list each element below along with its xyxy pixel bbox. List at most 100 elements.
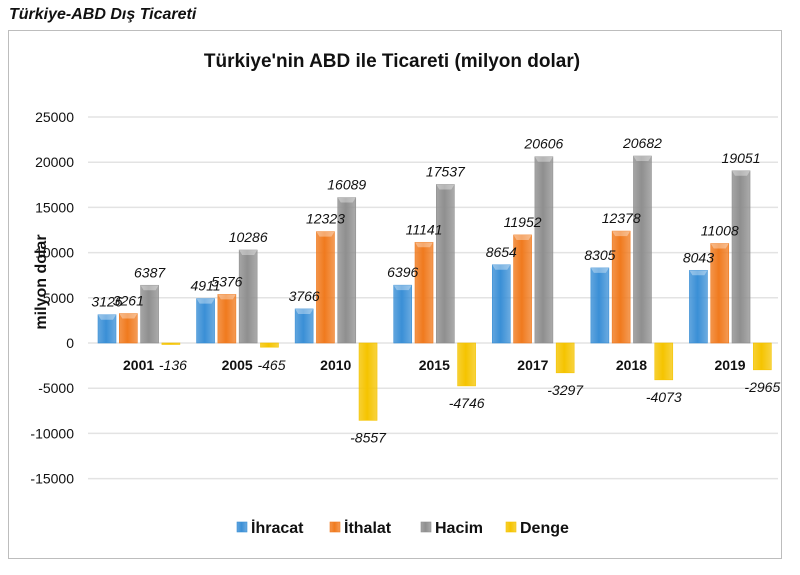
bar-hacim-2010 bbox=[337, 197, 357, 344]
data-label-hacim-2005: 10286 bbox=[229, 229, 268, 245]
bar-ihracat-2001 bbox=[97, 314, 117, 344]
legend-swatch bbox=[236, 521, 248, 533]
data-label-ihracat-2019: 8043 bbox=[683, 249, 714, 265]
data-label-denge-2010: -8557 bbox=[350, 429, 387, 445]
data-label-denge-2001: -136 bbox=[159, 357, 187, 373]
category-labels: 2001 2005 2010 2015 2017 2018 2019 bbox=[123, 357, 746, 373]
bar-hacim-2019 bbox=[731, 170, 751, 344]
bar-highlight bbox=[119, 313, 138, 319]
data-label-denge-2019: -2965 bbox=[744, 379, 780, 395]
bar-ithalat-2015 bbox=[414, 241, 434, 344]
legend-item-hacim[interactable]: Hacim bbox=[420, 520, 483, 537]
y-tick-label: 10000 bbox=[35, 245, 74, 261]
bar-highlight bbox=[710, 243, 729, 249]
data-label-ithalat-2017: 11952 bbox=[504, 214, 542, 230]
data-label-ihracat-2010: 3766 bbox=[289, 288, 320, 304]
legend-item-denge[interactable]: Denge bbox=[505, 520, 569, 537]
data-label-hacim-2017: 20606 bbox=[523, 136, 563, 152]
bar-highlight bbox=[295, 308, 314, 314]
bar-denge-2015 bbox=[457, 342, 476, 387]
bar-ithalat-2017 bbox=[513, 234, 532, 344]
legend-swatch bbox=[420, 521, 432, 533]
bar-denge-2018 bbox=[654, 342, 674, 381]
category-label-2019: 2019 bbox=[714, 357, 745, 373]
legend-item-ihracat[interactable]: İhracat bbox=[236, 519, 304, 537]
bar-highlight bbox=[492, 264, 511, 270]
bar-highlight bbox=[140, 285, 159, 291]
category-label-2017: 2017 bbox=[517, 357, 548, 373]
bar-highlight bbox=[513, 234, 532, 240]
y-tick-label: 20000 bbox=[35, 154, 74, 170]
bar-hacim-2005 bbox=[238, 249, 258, 344]
y-axis-ticks: 25000 20000 15000 10000 5000 0 -5000 -10000 -150… bbox=[30, 109, 74, 487]
y-tick-label: 15000 bbox=[35, 199, 74, 215]
data-label-ihracat-2018: 8305 bbox=[584, 247, 615, 263]
bars bbox=[97, 155, 772, 421]
bar-hacim-2015 bbox=[436, 184, 455, 344]
data-label-denge-2005: -465 bbox=[257, 357, 285, 373]
bar-highlight bbox=[534, 156, 553, 162]
data-label-denge-2015: -4746 bbox=[449, 395, 485, 411]
legend: İhracat İthalat Hacim Denge bbox=[236, 519, 569, 537]
bar-hacim-2018 bbox=[633, 155, 652, 344]
bar-highlight bbox=[436, 184, 455, 190]
bar-highlight bbox=[415, 242, 434, 248]
bar-ithalat-2019 bbox=[710, 243, 730, 344]
category-label-2001: 2001 bbox=[123, 357, 154, 373]
bar-ithalat-2005 bbox=[217, 294, 237, 344]
bar-highlight bbox=[612, 231, 631, 237]
bar-highlight bbox=[633, 156, 652, 162]
bar-denge-2010 bbox=[358, 342, 378, 421]
y-axis-label: milyon dolar bbox=[33, 234, 50, 329]
bar-denge-2005 bbox=[260, 342, 279, 348]
bar-hacim-2001 bbox=[140, 284, 159, 344]
data-label-ithalat-2019: 11008 bbox=[701, 222, 739, 238]
legend-label: Denge bbox=[520, 520, 569, 537]
category-label-2005: 2005 bbox=[222, 357, 253, 373]
bar-denge-2019 bbox=[753, 342, 772, 371]
data-label-ihracat-2015: 6396 bbox=[387, 264, 418, 280]
bar-denge-2017 bbox=[555, 342, 575, 374]
data-label-ithalat-2015: 11141 bbox=[406, 221, 443, 237]
legend-swatch bbox=[329, 521, 341, 533]
legend-label: Hacim bbox=[435, 520, 483, 537]
data-label-hacim-2010: 16089 bbox=[327, 177, 366, 193]
bar-highlight bbox=[689, 270, 708, 276]
bar-ihracat-2018 bbox=[590, 267, 610, 344]
bar-ithalat-2018 bbox=[611, 230, 631, 344]
data-label-ithalat-2010: 12323 bbox=[306, 211, 345, 227]
y-tick-label: 25000 bbox=[35, 109, 74, 125]
data-label-ithalat-2018: 12378 bbox=[602, 210, 641, 226]
chart-title: Türkiye'nin ABD ile Ticareti (milyon dol… bbox=[204, 51, 580, 72]
legend-label: İthalat bbox=[344, 519, 392, 537]
bar-denge-2001 bbox=[161, 342, 181, 345]
bar-ihracat-2005 bbox=[196, 298, 215, 344]
bar-highlight bbox=[590, 267, 609, 273]
bar-highlight bbox=[393, 285, 412, 291]
page-heading: Türkiye-ABD Dış Ticareti bbox=[9, 6, 197, 23]
y-tick-label: -10000 bbox=[30, 425, 74, 441]
bar-ithalat-2010 bbox=[316, 231, 335, 344]
y-tick-label: 0 bbox=[66, 335, 74, 351]
data-label-denge-2018: -4073 bbox=[646, 389, 682, 405]
bar-ihracat-2019 bbox=[689, 269, 708, 344]
bar-ihracat-2010 bbox=[294, 308, 314, 344]
legend-label: İhracat bbox=[251, 519, 304, 537]
data-label-hacim-2019: 19051 bbox=[722, 150, 761, 166]
data-label-ithalat-2001: 3261 bbox=[113, 293, 144, 309]
data-label-denge-2017: -3297 bbox=[547, 382, 584, 398]
legend-item-ithalat[interactable]: İthalat bbox=[329, 519, 392, 537]
data-label-ihracat-2017: 8654 bbox=[486, 244, 517, 260]
data-label-hacim-2015: 17537 bbox=[426, 163, 466, 179]
category-label-2018: 2018 bbox=[616, 357, 647, 373]
data-label-ihracat-2005: 4911 bbox=[191, 278, 221, 294]
bar-highlight bbox=[337, 197, 356, 203]
bar-ihracat-2015 bbox=[393, 284, 413, 344]
bar-highlight bbox=[98, 314, 116, 320]
bar-ithalat-2001 bbox=[119, 313, 138, 344]
bar-highlight bbox=[217, 294, 236, 300]
category-label-2010: 2010 bbox=[320, 357, 351, 373]
data-label-ihracat-2001: 3126 bbox=[91, 294, 122, 310]
